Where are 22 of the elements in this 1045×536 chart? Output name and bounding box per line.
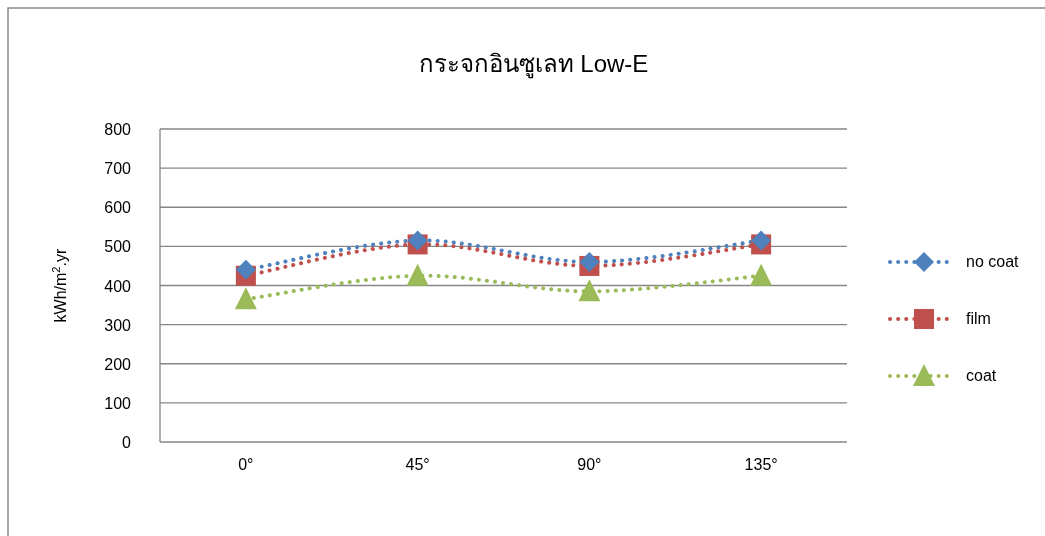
y-tick-label: 0: [122, 434, 132, 451]
point: [578, 279, 601, 302]
chart-title: กระจกอินซูเลท Low-E: [418, 50, 649, 79]
x-tick-label: 0°: [238, 456, 254, 473]
y-tick-label: 500: [104, 238, 132, 256]
y-tick-label: 600: [104, 199, 132, 217]
x-tick-label: 90°: [577, 456, 602, 473]
legend-label: coat: [966, 367, 997, 384]
x-tick-label: 45°: [405, 456, 430, 473]
y-tick-label: 200: [104, 355, 132, 373]
y-tick-label: 400: [104, 277, 132, 295]
point: [406, 263, 429, 286]
point: [234, 287, 257, 310]
y-tick-label: 700: [104, 160, 132, 178]
y-tick-label: 100: [104, 394, 132, 412]
y-tick-label: 300: [104, 316, 132, 334]
y-tick-label: 800: [104, 121, 132, 138]
point: [235, 259, 256, 280]
x-tick-label: 135°: [744, 456, 778, 473]
point: [750, 263, 773, 286]
legend-label: film: [966, 310, 991, 327]
legend-label: no coat: [966, 253, 1020, 270]
